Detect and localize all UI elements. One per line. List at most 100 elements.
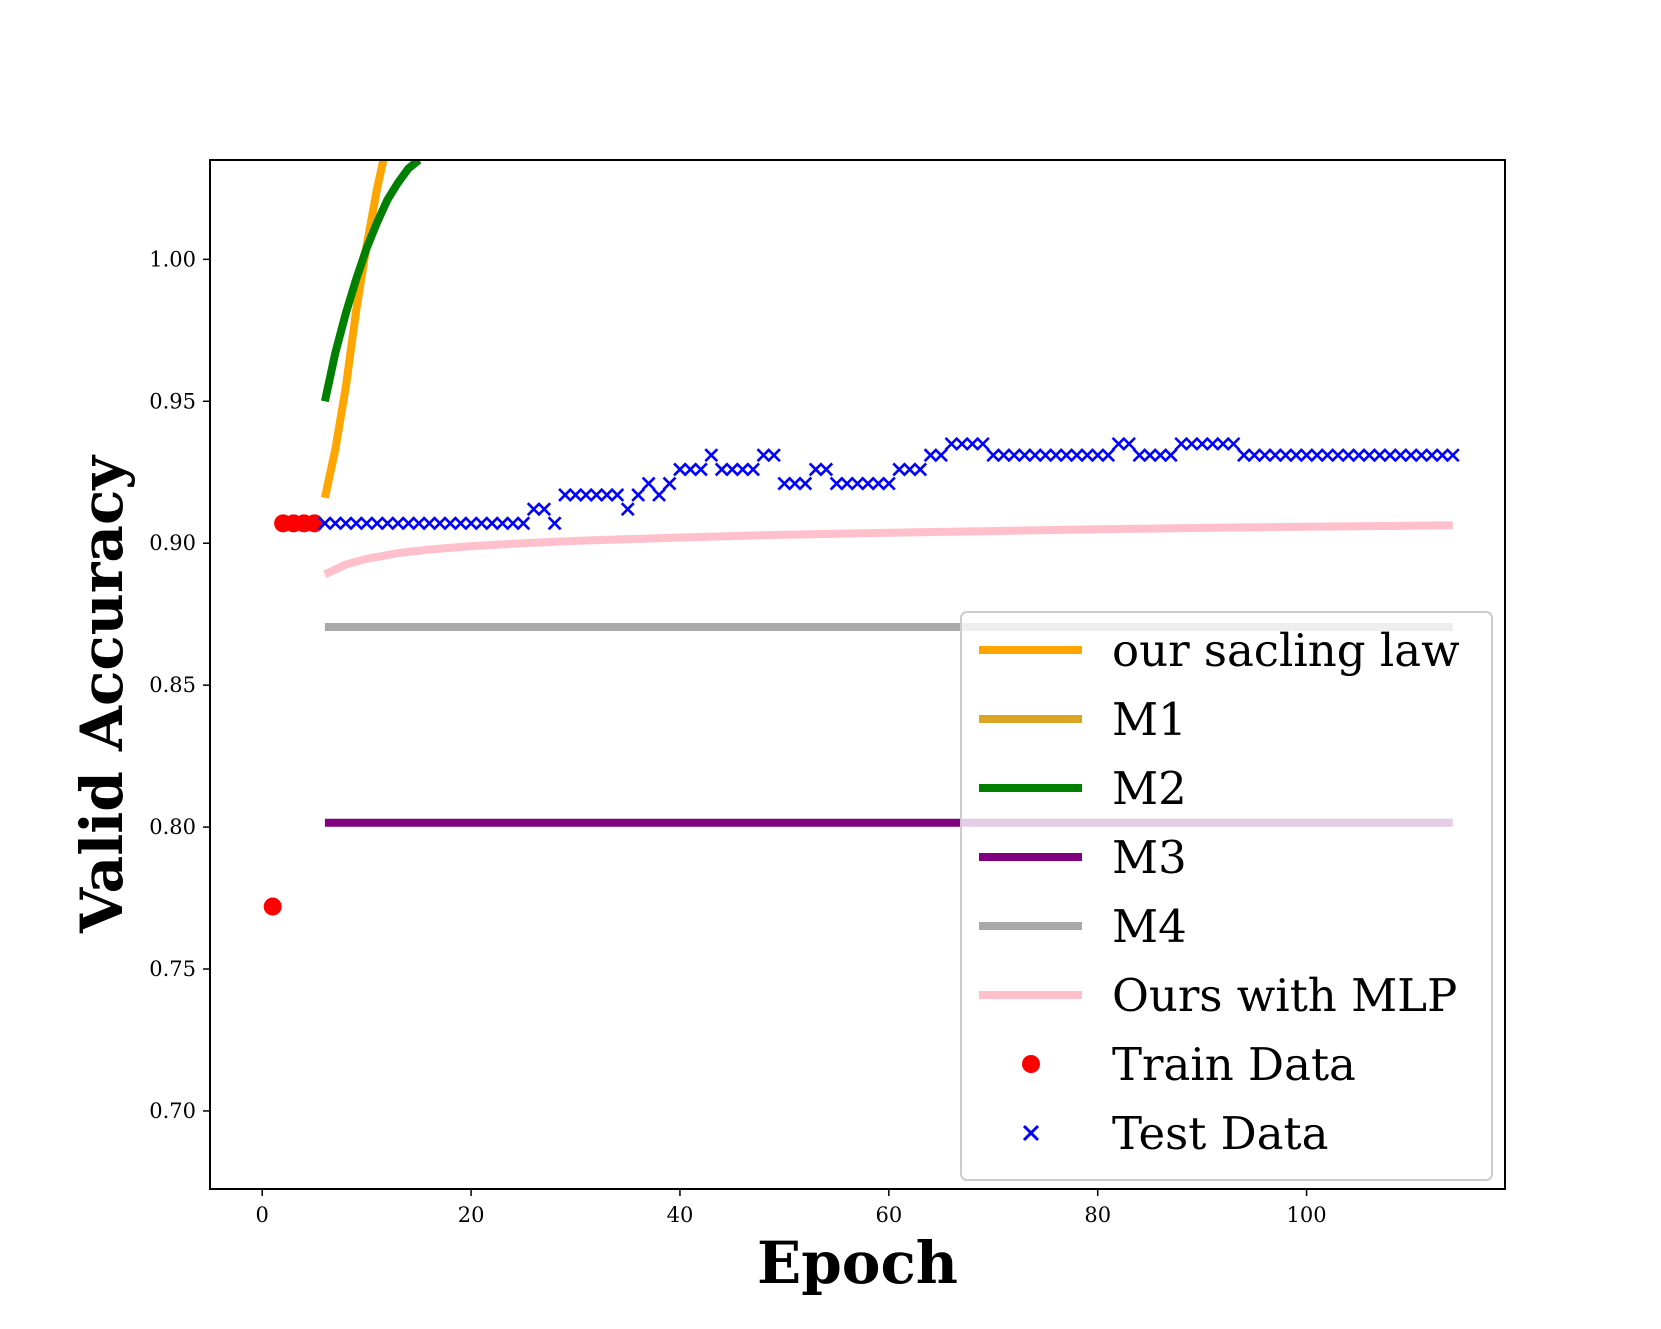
test-data-point bbox=[620, 502, 635, 517]
test-data-point bbox=[913, 462, 928, 477]
test-data-point bbox=[610, 488, 625, 502]
legend: our sacling law M1 M2 M3 M4 Ours with MLP Trai… bbox=[960, 611, 1493, 1181]
legend-label: Train Data bbox=[1112, 1038, 1356, 1091]
y-tick-label: 0.85 bbox=[149, 673, 196, 697]
test-data-point bbox=[881, 476, 896, 491]
test-data-point bbox=[1111, 436, 1126, 451]
test-data-point bbox=[485, 516, 499, 531]
plot-area-frame bbox=[209, 159, 1506, 1190]
test-data-point bbox=[1351, 448, 1366, 463]
test-data-point bbox=[1341, 448, 1356, 463]
test-data-point bbox=[641, 476, 656, 491]
test-data-point bbox=[735, 462, 750, 477]
legend-entry-ours-with-mlp: Ours with MLP bbox=[979, 969, 1457, 1022]
test-data-point bbox=[714, 462, 729, 477]
test-data-point bbox=[1393, 448, 1408, 463]
legend-swatch bbox=[1022, 1055, 1040, 1073]
test-data-point bbox=[986, 448, 1001, 463]
legend-label: our sacling law bbox=[1112, 624, 1460, 677]
test-data-point bbox=[1153, 448, 1168, 463]
y-axis-label: Valid Accuracy bbox=[68, 454, 136, 934]
test-data-point bbox=[558, 488, 572, 502]
axes: 0 20 40 60 80 100 0.70 0.75 0.80 0.85 0.90 0.95 1.00 bbox=[149, 247, 1326, 1227]
test-data-point bbox=[975, 436, 990, 451]
test-data-point bbox=[1163, 448, 1178, 463]
test-data-point bbox=[1132, 448, 1147, 463]
test-data-point bbox=[1049, 448, 1063, 463]
test-data-point bbox=[1101, 448, 1116, 463]
legend-entry-m4: M4 bbox=[979, 900, 1187, 953]
test-data-point bbox=[1195, 436, 1210, 451]
legend-label: M2 bbox=[1112, 762, 1187, 815]
test-data-point bbox=[1445, 448, 1460, 463]
test-data-point bbox=[1435, 448, 1450, 463]
test-data-point bbox=[495, 516, 510, 531]
test-data-point bbox=[829, 476, 844, 491]
test-data-point bbox=[1059, 448, 1074, 463]
legend-entry-m1: M1 bbox=[979, 693, 1187, 746]
test-data-point bbox=[1038, 448, 1053, 463]
test-data-point bbox=[840, 476, 854, 491]
test-data-point bbox=[693, 462, 708, 477]
test-data-point bbox=[1383, 448, 1398, 463]
legend-entry-m3: M3 bbox=[979, 831, 1187, 884]
y-tick-label: 0.90 bbox=[149, 531, 196, 555]
test-data-point bbox=[370, 516, 385, 531]
test-data-point bbox=[1247, 448, 1262, 463]
test-data-point bbox=[1278, 448, 1293, 463]
series-line-m2 bbox=[320, 160, 422, 403]
test-data-point bbox=[787, 476, 802, 491]
test-data-point bbox=[579, 488, 593, 502]
test-data-point bbox=[464, 516, 479, 531]
test-data-point bbox=[777, 476, 792, 491]
test-data-point bbox=[850, 476, 865, 491]
test-data-point bbox=[892, 462, 907, 477]
test-data-point bbox=[1122, 436, 1136, 451]
test-data-point bbox=[505, 516, 520, 531]
test-data-point bbox=[328, 516, 343, 531]
test-data-point bbox=[453, 516, 468, 531]
series-line-our-sacling-law bbox=[320, 160, 388, 499]
test-data-point bbox=[1257, 448, 1272, 463]
test-data-point bbox=[673, 462, 687, 477]
test-data-point bbox=[1330, 448, 1345, 463]
test-data-point bbox=[1424, 448, 1439, 463]
test-data-point bbox=[1007, 448, 1022, 463]
y-tick-label: 0.70 bbox=[149, 1099, 196, 1123]
x-tick-label: 0 bbox=[256, 1203, 269, 1227]
test-data-point bbox=[662, 476, 677, 491]
y-tick-label: 0.80 bbox=[149, 815, 196, 839]
test-data-point bbox=[808, 462, 823, 477]
test-data-point bbox=[1226, 436, 1241, 451]
test-data-point bbox=[380, 516, 395, 531]
test-data-point bbox=[1069, 448, 1084, 463]
test-data-point bbox=[683, 462, 698, 477]
test-data-point bbox=[1174, 436, 1189, 451]
test-data-point bbox=[1268, 448, 1283, 463]
test-data-point bbox=[861, 476, 875, 491]
test-data-point bbox=[1184, 436, 1199, 451]
test-data-point bbox=[391, 516, 405, 531]
test-data-point bbox=[537, 502, 552, 517]
test-data-point bbox=[338, 516, 353, 531]
test-data-point bbox=[944, 436, 959, 451]
test-data-point bbox=[411, 516, 426, 531]
legend-entry-m2: M2 bbox=[979, 762, 1187, 815]
test-data-point bbox=[474, 516, 489, 531]
test-data-point bbox=[589, 488, 604, 502]
x-axis-label: Epoch bbox=[757, 1229, 958, 1297]
x-tick-label: 20 bbox=[458, 1203, 485, 1227]
test-data-point bbox=[317, 516, 332, 531]
test-data-point bbox=[1028, 448, 1042, 463]
test-data-point bbox=[1414, 448, 1429, 463]
test-data-point bbox=[1320, 448, 1335, 463]
x-tick-label: 60 bbox=[875, 1203, 902, 1227]
test-data-point bbox=[934, 448, 948, 463]
train-data-point bbox=[305, 514, 324, 533]
test-data-point bbox=[652, 488, 666, 502]
series-layer bbox=[263, 160, 1460, 916]
y-tick-label: 0.75 bbox=[149, 957, 196, 981]
test-data-point bbox=[902, 462, 917, 477]
test-data-point bbox=[767, 448, 781, 463]
